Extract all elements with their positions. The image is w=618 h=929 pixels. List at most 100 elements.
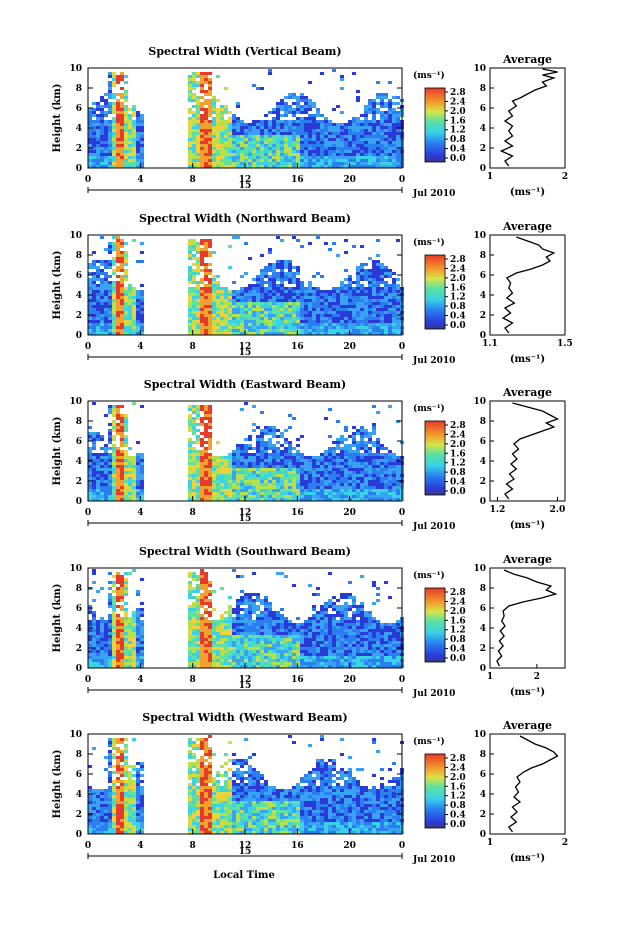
day-label: 15 [239,348,252,358]
heatmap-cells [88,69,404,168]
colorbar-unit: (ms⁻¹) [413,736,445,747]
average-x-tick-label: 1 [487,172,493,182]
y-tick-label: 0 [76,331,82,341]
y-tick-label: 4 [76,291,82,301]
day-label: 15 [239,847,252,857]
colorbar-tick-label: 2.0 [450,274,466,284]
colorbar-tick-label: 1.2 [450,792,466,802]
heatmap-cells [88,402,404,501]
colorbar-tick-label: 1.2 [450,293,466,303]
y-tick-label: 0 [76,497,82,507]
x-tick-label: 16 [291,841,304,851]
colorbar-tick-label: 2.8 [450,588,466,598]
y-tick-label: 2 [76,810,82,820]
date-label: Jul 2010 [412,356,455,366]
x-tick-label: 4 [137,675,143,685]
heatmap-cells [88,236,404,335]
average-profile-line [496,569,558,667]
x-tick-label: 0 [85,841,91,851]
average-y-tick-label: 4 [480,291,486,301]
panel-1: Spectral Width (Vertical Beam)0246810Hei… [52,45,568,199]
y-tick-label: 6 [76,437,82,447]
x-tick-label: 16 [291,508,304,518]
colorbar-unit: (ms⁻¹) [413,237,445,248]
heatmap-cells [88,735,404,834]
colorbar-tick-label: 2.4 [450,97,466,107]
average-y-tick-label: 6 [480,104,486,114]
colorbar-tick-label: 2.8 [450,88,466,98]
average-y-tick-label: 0 [480,331,486,341]
y-tick-label: 8 [76,84,82,94]
colorbar-tick-label: 2.8 [450,255,466,265]
average-unit: (ms⁻¹) [510,187,545,198]
colorbar-tick-label: 0.0 [450,487,466,497]
colorbar-tick-label: 0.8 [450,635,466,645]
colorbar-tick-label: 2.0 [450,440,466,450]
average-y-tick-label: 8 [480,584,486,594]
x-tick-label: 0 [399,508,405,518]
y-tick-label: 0 [76,664,82,674]
x-tick-label: 12 [239,342,252,352]
date-label: Jul 2010 [412,689,455,699]
average-profile-line [501,236,556,334]
colorbar-unit: (ms⁻¹) [413,570,445,581]
average-y-tick-label: 10 [473,730,486,740]
colorbar-tick-label: 2.8 [450,421,466,431]
average-x-tick-label: 2.0 [550,505,566,515]
colorbar-tick-label: 2.4 [450,430,466,440]
date-label: Jul 2010 [412,855,455,865]
average-y-tick-label: 0 [480,664,486,674]
average-y-tick-label: 2 [480,144,486,154]
y-tick-label: 10 [69,397,82,407]
average-frame [489,234,566,336]
x-tick-label: 20 [343,175,356,185]
y-tick-label: 2 [76,144,82,154]
average-unit: (ms⁻¹) [510,853,545,864]
heatmap-cells [88,569,404,668]
y-tick-label: 6 [76,271,82,281]
y-tick-label: 10 [69,564,82,574]
colorbar-tick-label: 1.6 [450,116,466,126]
x-tick-label: 0 [85,675,91,685]
average-y-tick-label: 10 [473,564,486,574]
y-tick-label: 10 [69,730,82,740]
x-tick-label: 0 [85,508,91,518]
average-x-tick-label: 2 [562,838,568,848]
colorbar [424,420,446,496]
y-tick-label: 6 [76,770,82,780]
y-tick-label: 4 [76,624,82,634]
average-y-tick-label: 2 [480,311,486,321]
panel-title: Spectral Width (Eastward Beam) [144,378,346,391]
average-x-tick-label: 1.5 [557,339,573,349]
average-frame [489,733,566,835]
average-y-tick-label: 4 [480,457,486,467]
average-frame [489,67,566,169]
colorbar-unit: (ms⁻¹) [413,403,445,414]
day-label: 15 [239,681,252,691]
colorbar-tick-label: 1.2 [450,459,466,469]
panel-3: Spectral Width (Eastward Beam) 0 2 4 6 8 10 Hei… [52,378,566,532]
average-y-tick-label: 10 [473,64,486,74]
average-x-tick-label: 1 [487,672,493,682]
colorbar-tick-label: 0.4 [450,312,466,322]
x-tick-label: 20 [343,342,356,352]
colorbar-tick-label: 0.0 [450,820,466,830]
y-axis-label: Height (km) [52,584,63,653]
x-tick-label: 16 [291,675,304,685]
y-tick-label: 8 [76,417,82,427]
colorbar [424,87,446,163]
colorbar-tick-label: 0.4 [450,811,466,821]
average-title: Average [502,53,552,66]
average-y-tick-label: 4 [480,790,486,800]
colorbar-tick-label: 2.0 [450,773,466,783]
average-frame [489,567,566,669]
y-tick-label: 6 [76,104,82,114]
x-tick-label: 0 [85,342,91,352]
y-tick-label: 4 [76,124,82,134]
colorbar-tick-label: 0.4 [450,645,466,655]
x-tick-label: 12 [239,508,252,518]
average-y-tick-label: 6 [480,604,486,614]
average-y-tick-label: 6 [480,770,486,780]
y-tick-label: 6 [76,604,82,614]
colorbar-tick-label: 1.6 [450,449,466,459]
